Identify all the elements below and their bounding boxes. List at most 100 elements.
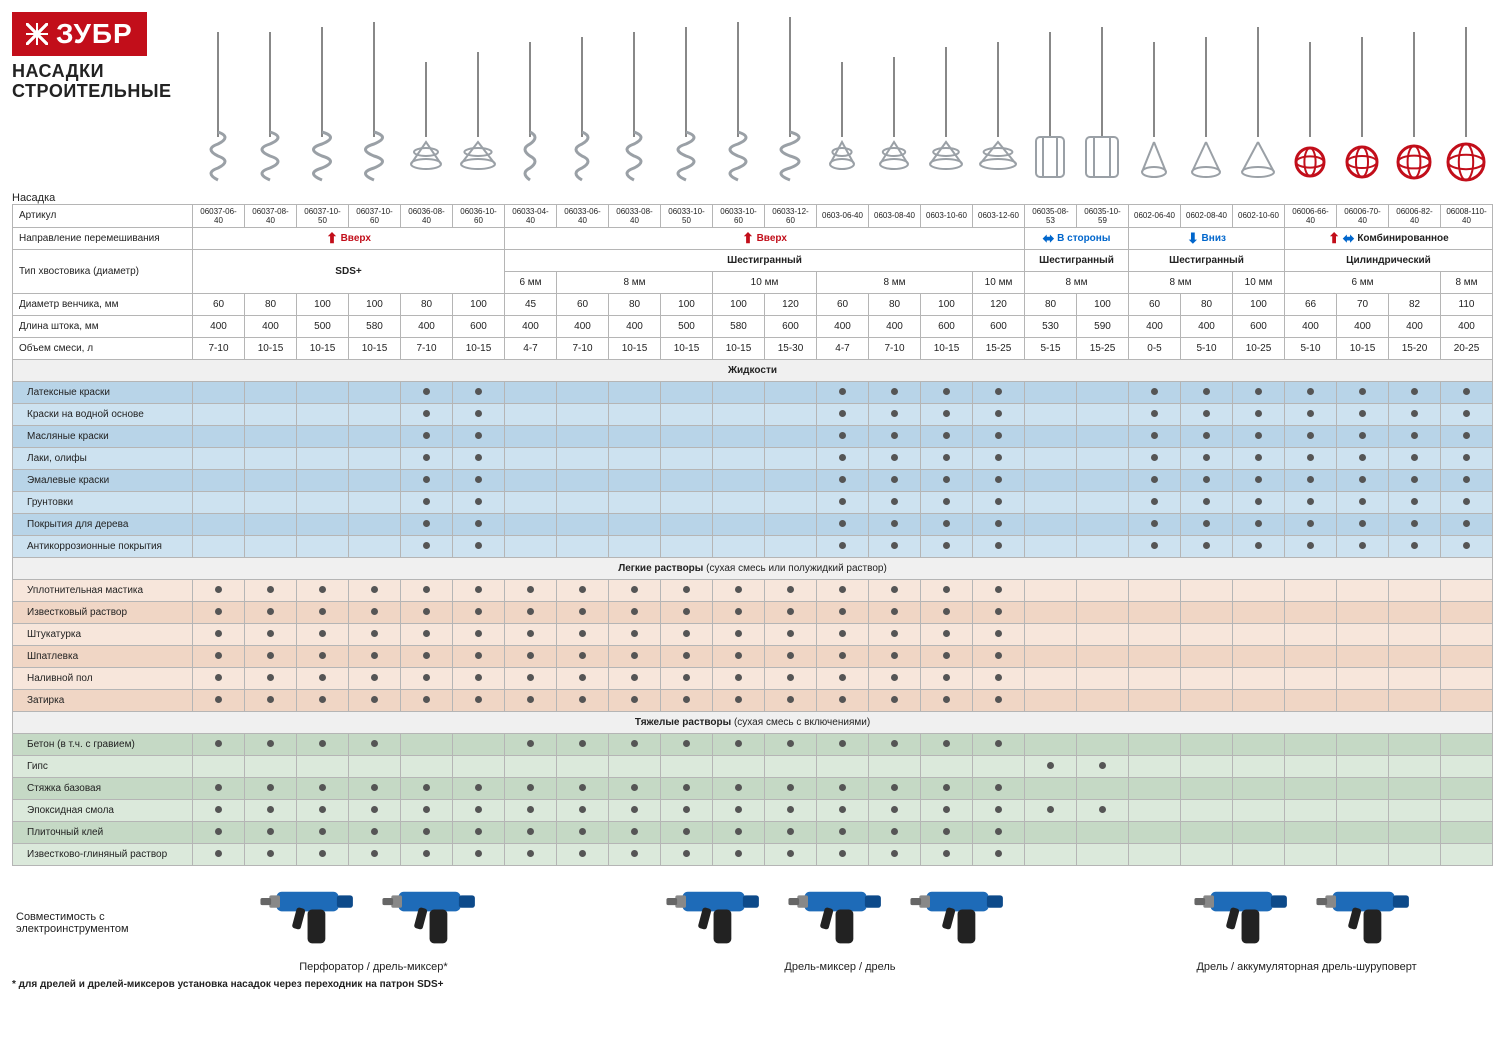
compat-cell — [1025, 799, 1077, 821]
compat-cell — [1285, 425, 1337, 447]
compat-cell — [349, 645, 401, 667]
volume-cell: 4-7 — [505, 337, 557, 359]
article-cell: 06037-10-60 — [349, 204, 401, 227]
compat-cell — [453, 843, 505, 865]
compat-cell — [869, 667, 921, 689]
compat-cell — [1337, 689, 1389, 711]
compat-cell — [1077, 821, 1129, 843]
material-label: Наливной пол — [13, 667, 193, 689]
compat-cell — [297, 843, 349, 865]
compat-cell — [193, 733, 245, 755]
compat-cell — [453, 579, 505, 601]
compat-cell — [453, 645, 505, 667]
compat-cell — [349, 513, 401, 535]
article-cell: 06037-08-40 — [245, 204, 297, 227]
compat-cell — [349, 821, 401, 843]
mixer-image — [244, 12, 296, 182]
compat-cell — [193, 799, 245, 821]
compat-cell — [713, 491, 765, 513]
compat-cell — [1025, 645, 1077, 667]
compat-cell — [193, 491, 245, 513]
material-label: Известково-глиняный раствор — [13, 843, 193, 865]
compat-cell — [297, 667, 349, 689]
compat-cell — [453, 425, 505, 447]
compat-cell — [1441, 469, 1493, 491]
compat-cell — [1025, 601, 1077, 623]
compat-cell — [505, 425, 557, 447]
shank-dia: 8 мм — [1441, 271, 1493, 293]
compat-cell — [193, 777, 245, 799]
article-cell: 0603-12-60 — [973, 204, 1025, 227]
tool-image — [257, 874, 367, 954]
compat-cell — [869, 689, 921, 711]
tool-group: Перфоратор / дрель-миксер* — [192, 874, 555, 973]
whisk-d-cell: 60 — [193, 293, 245, 315]
compat-cell — [453, 667, 505, 689]
compat-cell — [557, 645, 609, 667]
compat-cell — [297, 821, 349, 843]
compat-cell — [661, 469, 713, 491]
compat-cell — [1285, 689, 1337, 711]
compat-cell — [193, 667, 245, 689]
compat-cell — [765, 821, 817, 843]
volume-cell: 15-25 — [1077, 337, 1129, 359]
compat-cell — [713, 601, 765, 623]
compat-cell — [1389, 425, 1441, 447]
compat-cell — [765, 447, 817, 469]
shank-sds: SDS+ — [193, 249, 505, 293]
compat-cell — [973, 469, 1025, 491]
compat-cell — [401, 469, 453, 491]
volume-cell: 5-10 — [1181, 337, 1233, 359]
volume-cell: 10-25 — [1233, 337, 1285, 359]
compat-cell — [1337, 645, 1389, 667]
compat-cell — [765, 777, 817, 799]
mixer-image — [1440, 12, 1492, 182]
compat-cell — [193, 645, 245, 667]
compat-cell — [193, 601, 245, 623]
compat-cell — [1077, 755, 1129, 777]
tool-group: Дрель / аккумуляторная дрель-шуруповерт — [1125, 874, 1488, 973]
compat-cell — [401, 667, 453, 689]
compat-cell — [817, 491, 869, 513]
compat-cell — [297, 601, 349, 623]
compat-cell — [713, 799, 765, 821]
shank-hex: Шестигранный — [505, 249, 1025, 271]
compat-cell — [1025, 777, 1077, 799]
dir-side: ⬌ В стороны — [1025, 227, 1129, 249]
compat-cell — [1129, 403, 1181, 425]
compat-cell — [505, 447, 557, 469]
compat-cell — [869, 579, 921, 601]
volume-cell: 0-5 — [1129, 337, 1181, 359]
compat-cell — [1285, 579, 1337, 601]
rod-l-cell: 580 — [713, 315, 765, 337]
compat-cell — [1129, 381, 1181, 403]
compat-cell — [349, 469, 401, 491]
mixer-image — [504, 12, 556, 182]
compat-cell — [505, 623, 557, 645]
compat-cell — [401, 381, 453, 403]
rod-l-cell: 580 — [349, 315, 401, 337]
compat-cell — [609, 645, 661, 667]
compat-cell — [1441, 579, 1493, 601]
tool-image — [785, 874, 895, 954]
compat-cell — [349, 601, 401, 623]
section-header: Легкие растворы (сухая смесь или полужид… — [13, 557, 1493, 579]
compat-cell — [1441, 535, 1493, 557]
compat-cell — [1441, 667, 1493, 689]
volume-cell: 20-25 — [1441, 337, 1493, 359]
tool-group: Дрель-миксер / дрель — [555, 874, 1125, 973]
volume-cell: 10-15 — [245, 337, 297, 359]
compat-cell — [765, 799, 817, 821]
rod-l-cell: 400 — [401, 315, 453, 337]
compat-cell — [973, 623, 1025, 645]
rod-l-cell: 590 — [1077, 315, 1129, 337]
whisk-d-cell: 110 — [1441, 293, 1493, 315]
material-label: Шпатлевка — [13, 645, 193, 667]
compat-cell — [661, 777, 713, 799]
compat-cell — [401, 755, 453, 777]
whisk-d-cell: 60 — [557, 293, 609, 315]
compat-cell — [453, 821, 505, 843]
compat-cell — [713, 733, 765, 755]
compat-cell — [193, 403, 245, 425]
compat-cell — [297, 491, 349, 513]
